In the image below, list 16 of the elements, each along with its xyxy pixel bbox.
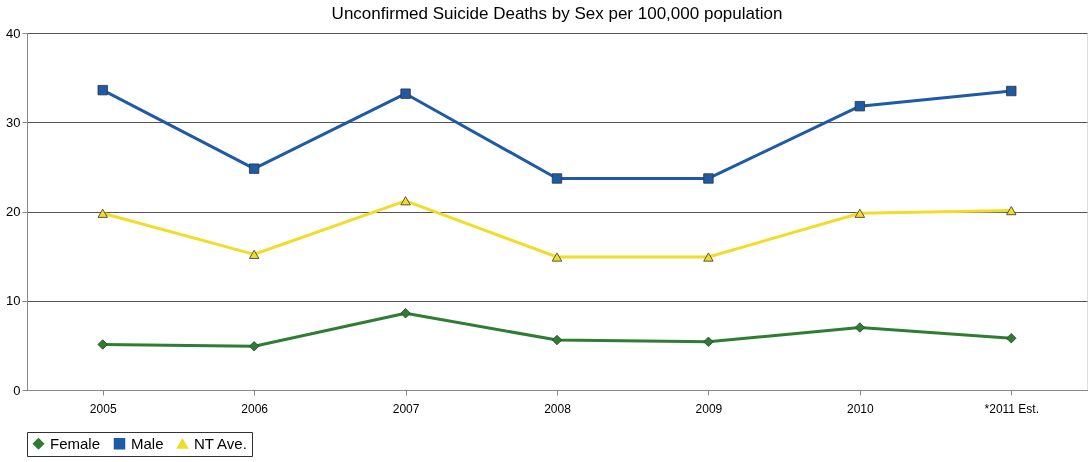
legend-label: Male [131,434,164,452]
x-tick-label: 2005 [89,401,117,416]
y-tick-label: 40 [6,25,21,41]
legend-label: NT Ave. [194,434,247,452]
x-tick-label: 2010 [847,401,875,416]
x-tick-label: 2007 [392,401,420,416]
y-tick-label: 30 [6,114,21,130]
x-tick-label: 2006 [241,401,269,416]
y-tick-label: 0 [13,382,21,398]
legend-label: Female [50,434,101,452]
x-tick-label: 2008 [544,401,572,416]
y-tick-label: 10 [6,293,21,309]
x-tick-label: 2009 [695,401,723,416]
chart-title: Unconfirmed Suicide Deaths by Sex per 100,000 population [331,4,783,23]
y-tick-label: 20 [6,204,21,219]
x-tick-label: *2011 Est. [984,401,1040,416]
